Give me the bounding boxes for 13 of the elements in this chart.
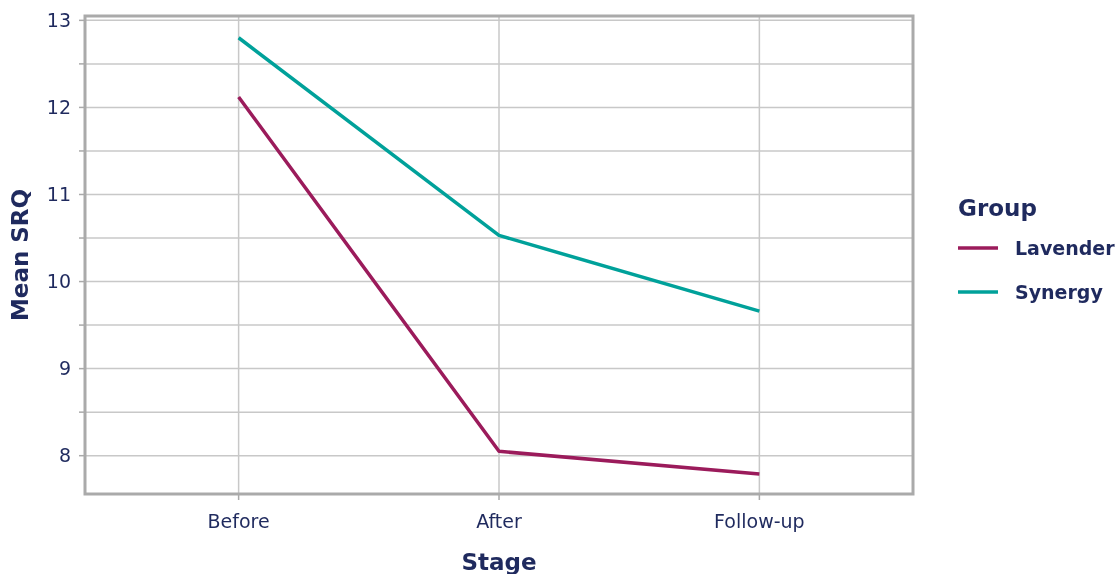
y-tick-label: 10 (46, 270, 71, 293)
x-tick-label: After (476, 510, 522, 532)
legend-label: Lavender (1015, 236, 1116, 259)
y-tick-label: 9 (58, 357, 71, 380)
x-tick-label: Follow-up (714, 510, 805, 532)
x-tick-label: Before (207, 510, 270, 532)
y-tick-label: 12 (46, 96, 71, 119)
y-axis-title: Mean SRQ (7, 188, 33, 322)
y-tick-label: 11 (46, 183, 71, 206)
legend-label: Synergy (1015, 280, 1104, 303)
legend-title: Group (958, 195, 1037, 222)
y-tick-label: 13 (46, 9, 71, 31)
y-tick-label: 8 (58, 444, 71, 467)
